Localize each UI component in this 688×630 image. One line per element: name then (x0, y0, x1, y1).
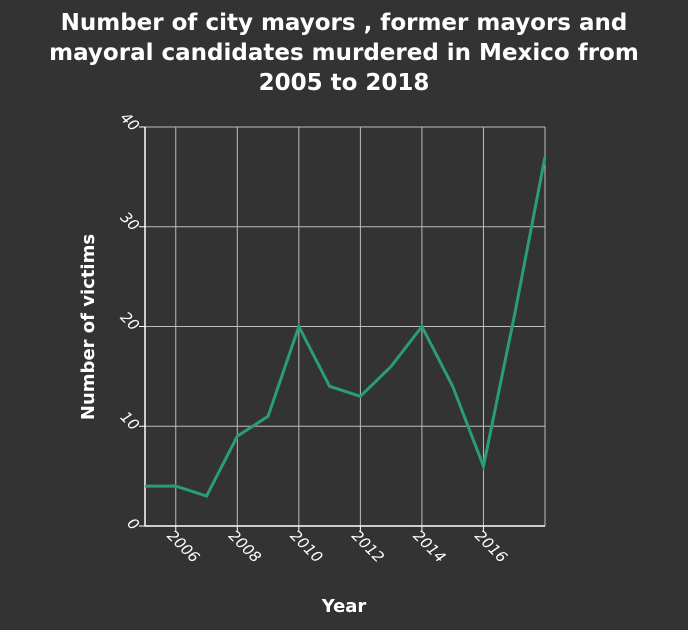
chart-title-line-1: Number of city mayors , former mayors an… (61, 10, 628, 36)
y-tick-label: 20 (117, 308, 143, 334)
y-axis-label: Number of victims (78, 234, 99, 420)
x-tick-label: 2016 (471, 527, 511, 567)
x-axis-ticks: 2006 2008 2010 2012 2014 2016 (163, 526, 511, 567)
x-tick-label: 2014 (410, 527, 450, 567)
series-layer (145, 156, 547, 498)
plot-grid (145, 126, 546, 526)
x-axis-label: Year (321, 596, 367, 617)
y-axis-ticks: 0 10 20 30 40 (117, 109, 145, 534)
chart-title-line-2: mayoral candidates murdered in Mexico fr… (49, 40, 639, 66)
x-tick-label: 2008 (225, 527, 265, 567)
y-tick-label: 40 (117, 109, 143, 135)
chart-title: Number of city mayors , former mayors an… (49, 10, 639, 96)
y-tick-label: 10 (117, 408, 143, 434)
series-line (145, 156, 547, 498)
x-tick-label: 2006 (163, 527, 203, 567)
x-tick-label: 2012 (348, 527, 388, 567)
y-tick-label: 30 (117, 208, 143, 234)
y-tick-label: 0 (123, 514, 142, 533)
chart-title-line-3: 2005 to 2018 (259, 70, 430, 96)
x-tick-label: 2010 (287, 527, 327, 567)
